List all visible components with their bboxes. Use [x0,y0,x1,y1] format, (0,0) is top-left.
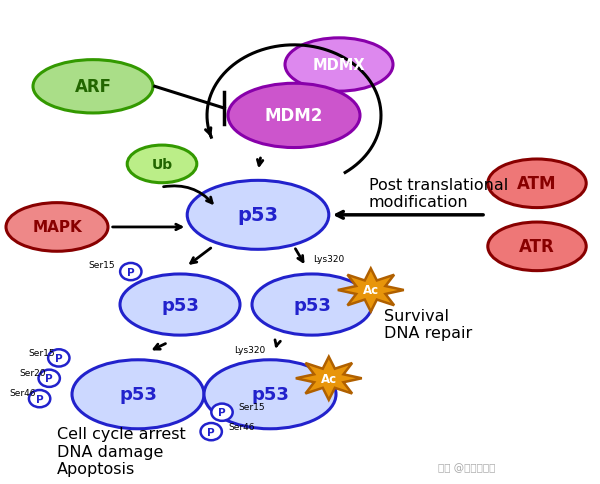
Text: Ser20: Ser20 [19,368,46,377]
Circle shape [200,423,222,440]
Text: P: P [36,394,43,404]
Text: ATM: ATM [517,175,557,193]
Text: Ser15: Ser15 [29,348,55,357]
Text: p53: p53 [238,206,278,225]
Text: MAPK: MAPK [32,220,82,235]
Circle shape [120,263,142,281]
Text: Ub: Ub [151,158,173,171]
Polygon shape [296,357,362,400]
Text: P: P [208,427,215,437]
Text: p53: p53 [293,296,331,314]
Ellipse shape [488,223,586,271]
Text: Ser15: Ser15 [239,402,265,411]
Ellipse shape [285,39,393,92]
Circle shape [211,404,233,421]
Text: Ser46: Ser46 [10,389,36,397]
Ellipse shape [187,181,329,250]
Text: P: P [55,353,62,363]
Text: P: P [218,408,226,417]
Text: Cell cycle arrest
DNA damage
Apoptosis: Cell cycle arrest DNA damage Apoptosis [57,426,186,476]
Text: p53: p53 [119,385,157,404]
Text: Ser46: Ser46 [228,423,254,431]
Circle shape [48,349,70,367]
Ellipse shape [488,160,586,208]
Ellipse shape [120,274,240,335]
Text: ARF: ARF [74,78,112,96]
Text: Ac: Ac [363,284,379,297]
Ellipse shape [72,360,204,429]
Text: p53: p53 [161,296,199,314]
Ellipse shape [6,203,108,252]
Ellipse shape [127,146,197,183]
Text: Lys320: Lys320 [234,345,265,354]
Ellipse shape [33,60,153,114]
Polygon shape [338,269,404,312]
Ellipse shape [204,360,336,429]
Circle shape [38,370,60,387]
Text: MDMX: MDMX [313,58,365,73]
Text: Ac: Ac [321,372,337,385]
Ellipse shape [228,84,360,148]
Circle shape [29,390,50,408]
Text: Survival
DNA repair: Survival DNA repair [384,308,472,340]
Text: P: P [46,374,53,383]
Text: ATR: ATR [519,238,555,256]
Text: MDM2: MDM2 [265,107,323,125]
Text: Ser15: Ser15 [89,261,115,270]
Text: Lys320: Lys320 [313,255,344,264]
Text: Post translational
modification: Post translational modification [369,178,508,210]
Text: 知乎 @食品放大镜: 知乎 @食品放大镜 [438,462,496,472]
Ellipse shape [252,274,372,335]
Text: p53: p53 [251,385,289,404]
Text: P: P [127,267,134,277]
